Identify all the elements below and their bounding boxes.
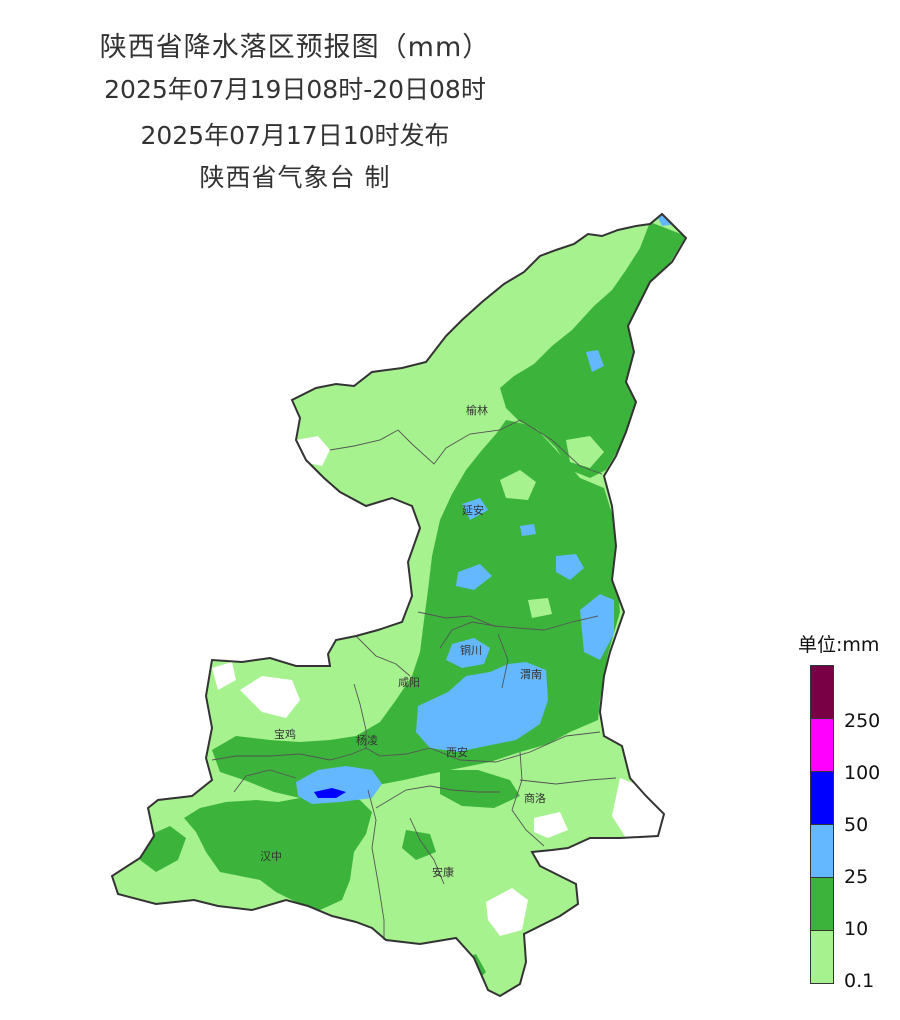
legend-swatch-50-100 [810, 771, 834, 824]
legend-label-50: 50 [844, 814, 869, 836]
legend-swatch-10-25 [810, 877, 834, 930]
legend-label-0.1: 0.1 [844, 970, 875, 992]
city-boundaries [211, 419, 617, 940]
rain-0-10-patch [566, 436, 604, 468]
city-label-baoji: 宝鸡 [274, 727, 296, 741]
city-label-xian: 西安 [446, 745, 468, 759]
legend-swatch-0.1-10 [810, 930, 834, 984]
city-label-ankang: 安康 [432, 865, 454, 879]
no-rain-area [486, 888, 528, 936]
no-rain-area [612, 778, 666, 838]
city-label-shangluo: 商洛 [524, 791, 546, 805]
rain-25-50-area [416, 662, 548, 752]
legend-swatch-100-250 [810, 718, 834, 771]
no-rain-area [534, 812, 568, 838]
province-boundary [110, 212, 688, 998]
city-label-tongchuan: 铜川 [460, 643, 482, 657]
city-label-weinan: 渭南 [520, 668, 542, 681]
rain-25-50-area [556, 554, 584, 580]
legend-unit: 单位:mm [798, 634, 880, 656]
forecast-period: 2025年07月19日08时-20日08时 [104, 75, 486, 104]
rain-25-50-area [456, 564, 492, 590]
map-title: 陕西省降水落区预报图（mm） [99, 32, 491, 63]
city-label-xianyang: 咸阳 [398, 676, 420, 689]
rain-25-50-area [520, 524, 536, 536]
rain-25-50-area [580, 594, 614, 660]
rain-25-50-area [586, 350, 604, 372]
legend-label-10: 10 [844, 918, 869, 940]
rain-10-25-area [184, 796, 372, 910]
title-block: 陕西省降水落区预报图（mm） 2025年07月19日08时-20日08时 202… [60, 26, 530, 200]
legend-swatch-250-plus [810, 665, 834, 718]
no-rain-area [212, 662, 236, 690]
no-rain-area [240, 676, 300, 718]
rain-0-10-patch [500, 470, 536, 500]
legend-label-100: 100 [844, 762, 881, 784]
city-label-yulin: 榆林 [466, 403, 488, 417]
rain-10-25-area [500, 222, 686, 478]
city-label-hanzhong: 汉中 [260, 850, 282, 863]
rain-25-50-area [462, 498, 488, 520]
legend-swatch-25-50 [810, 824, 834, 877]
issuer: 陕西省气象台 制 [199, 163, 391, 192]
legend-label-250: 250 [844, 710, 881, 732]
city-label-yanan: 延安 [462, 503, 484, 517]
legend-label-25: 25 [844, 866, 869, 888]
rain-25-50-area [446, 638, 490, 668]
city-label-yangling: 杨凌 [356, 733, 378, 747]
rain-0-10-patch [528, 598, 552, 618]
rain-10-25-area [440, 770, 520, 808]
rain-50-100-area [314, 788, 346, 798]
city-labels: 榆林 延安 铜川 渭南 咸阳 宝鸡 杨凌 西安 商洛 汉中 安康 [260, 403, 546, 879]
rain-10-25-area [402, 830, 436, 860]
legend-colorbar [810, 665, 834, 984]
issue-time: 2025年07月17日10时发布 [140, 121, 450, 150]
